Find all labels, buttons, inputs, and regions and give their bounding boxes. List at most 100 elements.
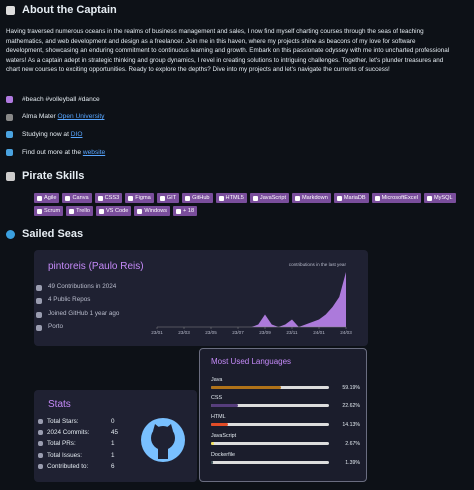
icon bbox=[6, 131, 13, 139]
x-tick-label: 24/03 bbox=[340, 330, 352, 335]
badge: HTML5 bbox=[215, 193, 247, 203]
stat-value: 1 bbox=[111, 440, 115, 448]
profile-fact: 4 Public Repos bbox=[48, 296, 91, 304]
badge: Figma bbox=[125, 193, 154, 203]
item-text: Studying now at bbox=[22, 130, 71, 138]
icon bbox=[6, 172, 15, 181]
heading: Sailed Seas bbox=[22, 228, 84, 240]
icon bbox=[36, 311, 42, 318]
bar-track bbox=[211, 423, 329, 426]
badge: MicrosoftExcel bbox=[371, 193, 421, 203]
icon bbox=[6, 149, 13, 157]
badge: Trello bbox=[66, 206, 93, 216]
x-tick-label: 23/03 bbox=[178, 330, 190, 335]
paragraph: Having traversed numerous oceans in the … bbox=[6, 28, 450, 74]
profile-fact: Porto bbox=[48, 322, 64, 330]
profile-fact: Joined GitHub 1 year ago bbox=[48, 309, 120, 317]
icon bbox=[38, 430, 43, 436]
language-percent: 22.62% bbox=[342, 403, 360, 409]
badge: Scrum bbox=[34, 206, 64, 216]
bar-track bbox=[211, 461, 329, 464]
link[interactable]: Open University bbox=[57, 113, 105, 121]
icon bbox=[6, 230, 15, 239]
icon bbox=[38, 419, 43, 424]
badge: Markdown bbox=[292, 193, 331, 203]
stat-label: Total Stars: bbox=[47, 418, 79, 425]
language-name: Dockerfile bbox=[211, 452, 235, 458]
x-tick-label: 23/05 bbox=[205, 330, 217, 335]
icon bbox=[36, 285, 42, 291]
language-bar bbox=[211, 423, 228, 426]
icon bbox=[36, 298, 42, 305]
icon bbox=[38, 441, 43, 447]
icon bbox=[36, 324, 42, 331]
badge: GitHub bbox=[182, 193, 213, 203]
language-percent: 14.13% bbox=[342, 422, 360, 428]
badge: Canva bbox=[62, 193, 92, 203]
github-logo bbox=[141, 418, 185, 462]
languages-title: Most Used Languages bbox=[211, 357, 292, 366]
languages-card bbox=[199, 348, 367, 482]
language-name: HTML bbox=[211, 414, 226, 420]
badge: MariaDB bbox=[333, 193, 369, 203]
language-percent: 2.67% bbox=[345, 441, 360, 447]
bar-track bbox=[211, 442, 329, 445]
icon bbox=[6, 113, 13, 121]
x-tick-label: 23/11 bbox=[286, 330, 298, 335]
list-item: Find out more at the website bbox=[22, 149, 105, 156]
language-bar bbox=[211, 442, 215, 445]
stat-value: 45 bbox=[111, 429, 119, 437]
stat-value: 1 bbox=[111, 451, 115, 459]
badge: Agile bbox=[34, 193, 60, 203]
icon bbox=[6, 96, 13, 103]
language-percent: 1.39% bbox=[345, 460, 360, 466]
language-bar bbox=[211, 461, 213, 464]
badge: CSS3 bbox=[94, 193, 123, 203]
profile-card bbox=[34, 250, 368, 346]
stat-value: 6 bbox=[111, 462, 115, 470]
badge: GIT bbox=[156, 193, 180, 203]
language-bar bbox=[211, 386, 281, 389]
stats-title: Stats bbox=[48, 399, 71, 410]
language-bar bbox=[211, 404, 238, 407]
x-tick-label: 24/01 bbox=[313, 330, 325, 335]
badge: VS Code bbox=[95, 206, 132, 216]
profile-fact: 49 Contributions in 2024 bbox=[48, 283, 117, 290]
item-text: #beach #volleyball #dance bbox=[22, 95, 100, 103]
stat-label: 2024 Commits: bbox=[47, 429, 90, 437]
stat-value: 0 bbox=[111, 418, 115, 425]
badge: MySQL bbox=[423, 193, 456, 203]
area bbox=[157, 272, 346, 327]
badge: Windows bbox=[134, 206, 171, 216]
chart-title: contributions in the last year bbox=[289, 262, 347, 267]
list-item: #beach #volleyball #dance bbox=[22, 96, 100, 103]
heading: About the Captain bbox=[22, 4, 117, 16]
x-tick-label: 23/07 bbox=[232, 330, 244, 335]
x-tick-label: 23/09 bbox=[259, 330, 271, 335]
list-item: Studying now at DIO bbox=[22, 131, 83, 138]
icon bbox=[38, 452, 43, 458]
link[interactable]: website bbox=[82, 148, 106, 156]
heading: Pirate Skills bbox=[22, 170, 85, 182]
item-text: Find out more at the bbox=[22, 148, 83, 156]
stat-label: Total PRs: bbox=[47, 440, 76, 448]
language-name: Java bbox=[211, 377, 223, 383]
stat-label: Contributed to: bbox=[47, 462, 89, 470]
icon bbox=[38, 463, 43, 469]
x-tick-label: 23/01 bbox=[151, 330, 163, 335]
link[interactable]: DIO bbox=[70, 130, 83, 138]
language-name: JavaScript bbox=[211, 433, 237, 439]
badge-list: Agile Canva CSS3 Figma GIT GitHub HTML5 JavaScr… bbox=[34, 193, 474, 216]
list-item: Alma Mater Open University bbox=[22, 113, 104, 120]
badge: JavaScript bbox=[249, 193, 290, 203]
language-name: CSS bbox=[211, 395, 223, 401]
badge: + 18 bbox=[173, 206, 198, 216]
item-text: Alma Mater bbox=[22, 113, 58, 121]
stat-label: Total Issues: bbox=[47, 451, 82, 459]
bar-track bbox=[211, 404, 329, 407]
language-percent: 59.19% bbox=[342, 385, 360, 391]
profile-name: pintoreis (Paulo Reis) bbox=[48, 261, 144, 272]
icon bbox=[6, 6, 15, 15]
